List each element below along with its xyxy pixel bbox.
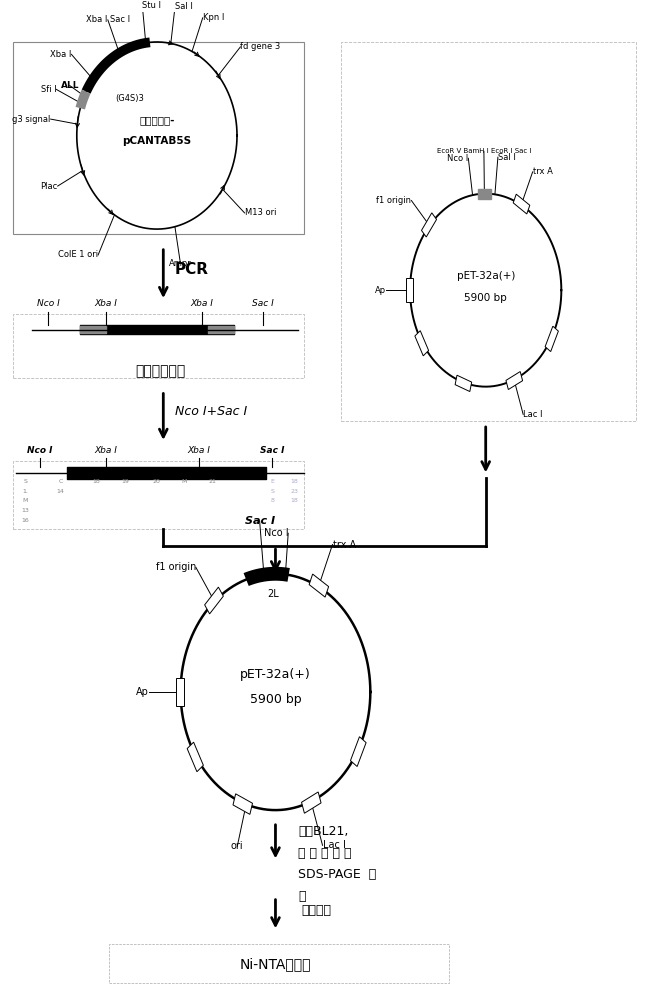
Polygon shape — [421, 213, 437, 237]
Polygon shape — [455, 375, 472, 392]
Polygon shape — [205, 587, 224, 614]
Text: PCR: PCR — [175, 262, 209, 277]
Polygon shape — [233, 794, 252, 814]
Polygon shape — [478, 189, 491, 199]
Polygon shape — [406, 278, 413, 302]
Text: Xba I: Xba I — [187, 446, 210, 455]
Text: Sal I: Sal I — [498, 153, 515, 162]
Text: 5900 bp: 5900 bp — [250, 693, 302, 706]
Text: Ap: Ap — [374, 286, 385, 295]
Text: 测: 测 — [298, 890, 305, 903]
Text: 18: 18 — [92, 479, 100, 484]
Text: Nco I: Nco I — [36, 299, 59, 308]
Text: Lac I: Lac I — [322, 840, 345, 850]
Polygon shape — [187, 742, 203, 772]
Text: Sac I: Sac I — [252, 299, 274, 308]
Text: 大量表达: 大量表达 — [301, 904, 331, 917]
Text: 18: 18 — [291, 479, 298, 484]
Text: f1 origin: f1 origin — [155, 562, 196, 572]
Text: 代表性组合-: 代表性组合- — [139, 115, 175, 125]
Text: ori: ori — [231, 841, 244, 851]
Text: M13 ori: M13 ori — [244, 208, 276, 217]
Text: Nco I+Sac I: Nco I+Sac I — [175, 405, 247, 418]
Text: Kpn I: Kpn I — [203, 13, 224, 22]
Text: Ap: Ap — [136, 687, 149, 697]
Text: (G4S)3: (G4S)3 — [116, 94, 144, 103]
Text: Stu I: Stu I — [142, 1, 161, 10]
Text: ColE 1 ori: ColE 1 ori — [58, 250, 98, 259]
Polygon shape — [176, 678, 184, 706]
Text: trx A: trx A — [532, 167, 552, 176]
Text: Sal I: Sal I — [175, 2, 193, 11]
Text: 小 量 表 达 ，: 小 量 表 达 ， — [298, 847, 352, 860]
Text: 18: 18 — [291, 498, 298, 503]
Text: 13: 13 — [21, 508, 29, 513]
Polygon shape — [302, 792, 321, 813]
Text: Lac I: Lac I — [523, 410, 543, 419]
Text: Nco I: Nco I — [27, 446, 53, 455]
Text: Sac I: Sac I — [260, 446, 285, 455]
Text: Plac: Plac — [40, 182, 58, 191]
Text: 20: 20 — [153, 479, 161, 484]
Text: SDS-PAGE  检: SDS-PAGE 检 — [298, 868, 376, 881]
Text: Xba I: Xba I — [94, 446, 117, 455]
Text: 19: 19 — [121, 479, 129, 484]
Text: M: M — [182, 479, 187, 484]
Polygon shape — [309, 574, 329, 597]
Text: fd gene 3: fd gene 3 — [240, 42, 281, 51]
Text: f1 origin: f1 origin — [376, 196, 411, 205]
Text: E: E — [270, 479, 274, 484]
Polygon shape — [415, 331, 428, 356]
Text: EcoR V BamH I EcoR I Sac I: EcoR V BamH I EcoR I Sac I — [437, 148, 531, 154]
Text: Nco I: Nco I — [263, 528, 288, 538]
Text: ALL: ALL — [60, 81, 79, 90]
Text: pCANTAB5S: pCANTAB5S — [122, 136, 192, 146]
Text: Xba I: Xba I — [94, 299, 117, 308]
Text: trx A: trx A — [333, 540, 356, 550]
Text: pET-32a(+): pET-32a(+) — [240, 668, 311, 681]
Text: Sac I: Sac I — [244, 516, 275, 526]
Text: 8: 8 — [270, 498, 274, 503]
Text: S: S — [270, 489, 274, 494]
Text: Ni-NTA柱纯化: Ni-NTA柱纯化 — [240, 957, 311, 971]
Text: Xba I Sac I: Xba I Sac I — [86, 15, 130, 24]
Text: 21: 21 — [209, 479, 216, 484]
Text: 23: 23 — [291, 489, 299, 494]
Text: 5900 bp: 5900 bp — [464, 293, 507, 303]
Text: 1.: 1. — [23, 489, 29, 494]
Text: C: C — [58, 479, 63, 484]
Text: Xba I: Xba I — [50, 50, 72, 59]
Text: 各代表性组合: 各代表性组合 — [135, 364, 185, 378]
Text: pET-32a(+): pET-32a(+) — [456, 271, 515, 281]
Polygon shape — [545, 326, 558, 352]
Text: 2L: 2L — [267, 589, 279, 599]
Polygon shape — [514, 194, 530, 214]
Text: g3 signal: g3 signal — [12, 115, 51, 124]
Text: Ampr: Ampr — [169, 259, 192, 268]
Polygon shape — [350, 737, 366, 767]
Text: 14: 14 — [57, 489, 65, 494]
Text: M: M — [23, 498, 28, 503]
Text: Nco I: Nco I — [447, 154, 469, 163]
Text: Xba I: Xba I — [190, 299, 213, 308]
Text: S: S — [23, 479, 27, 484]
Text: Sfi I: Sfi I — [40, 85, 57, 94]
Text: 16: 16 — [21, 518, 29, 523]
Polygon shape — [506, 372, 523, 390]
Text: 转化BL21,: 转化BL21, — [298, 825, 348, 838]
